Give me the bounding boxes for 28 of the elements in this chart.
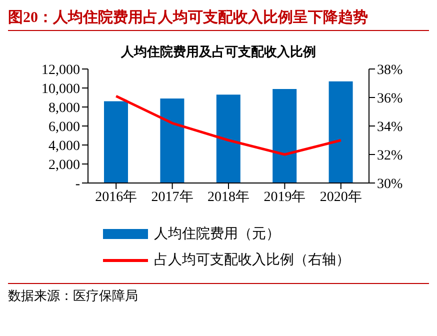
- x-tick-label: 2018年: [208, 188, 250, 205]
- bar: [328, 81, 353, 183]
- y2-tick-label: 34%: [377, 120, 403, 135]
- bar: [216, 94, 240, 183]
- y-tick-label: 10,000: [42, 82, 80, 97]
- bar: [160, 98, 184, 183]
- line-series: [114, 94, 342, 156]
- y-tick-label: 12,000: [42, 62, 80, 78]
- y2-tick-label: 30%: [377, 176, 403, 192]
- y2-tick-label: 38%: [377, 62, 403, 78]
- y-tick-label: 6,000: [48, 120, 80, 135]
- x-tick-label: 2017年: [151, 188, 194, 205]
- y-tick-label: 2,000: [48, 158, 80, 173]
- y2-tick-label: 36%: [377, 91, 403, 106]
- x-tick-label: 2020年: [320, 188, 362, 205]
- chart-subtitle: 人均住院费用及占可支配收入比例: [120, 43, 317, 61]
- source-note: 数据来源：医疗保障局: [8, 283, 429, 305]
- bar: [272, 88, 297, 183]
- y-tick-label: 4,000: [48, 138, 80, 154]
- x-tick-label: 2016年: [95, 188, 138, 205]
- chart-title: 图20：人均住院费用占人均可支配收入比例呈下降趋势: [8, 8, 429, 31]
- y-tick-label: -: [75, 176, 80, 192]
- bar: [104, 101, 128, 183]
- y2-tick-label: 32%: [377, 148, 403, 164]
- legend-label: 占人均可支配收入比例（右轴）: [154, 252, 350, 269]
- y-tick-label: 8,000: [48, 100, 80, 116]
- x-tick-label: 2019年: [264, 188, 306, 205]
- legend-label: 人均住院费用（元）: [154, 226, 280, 243]
